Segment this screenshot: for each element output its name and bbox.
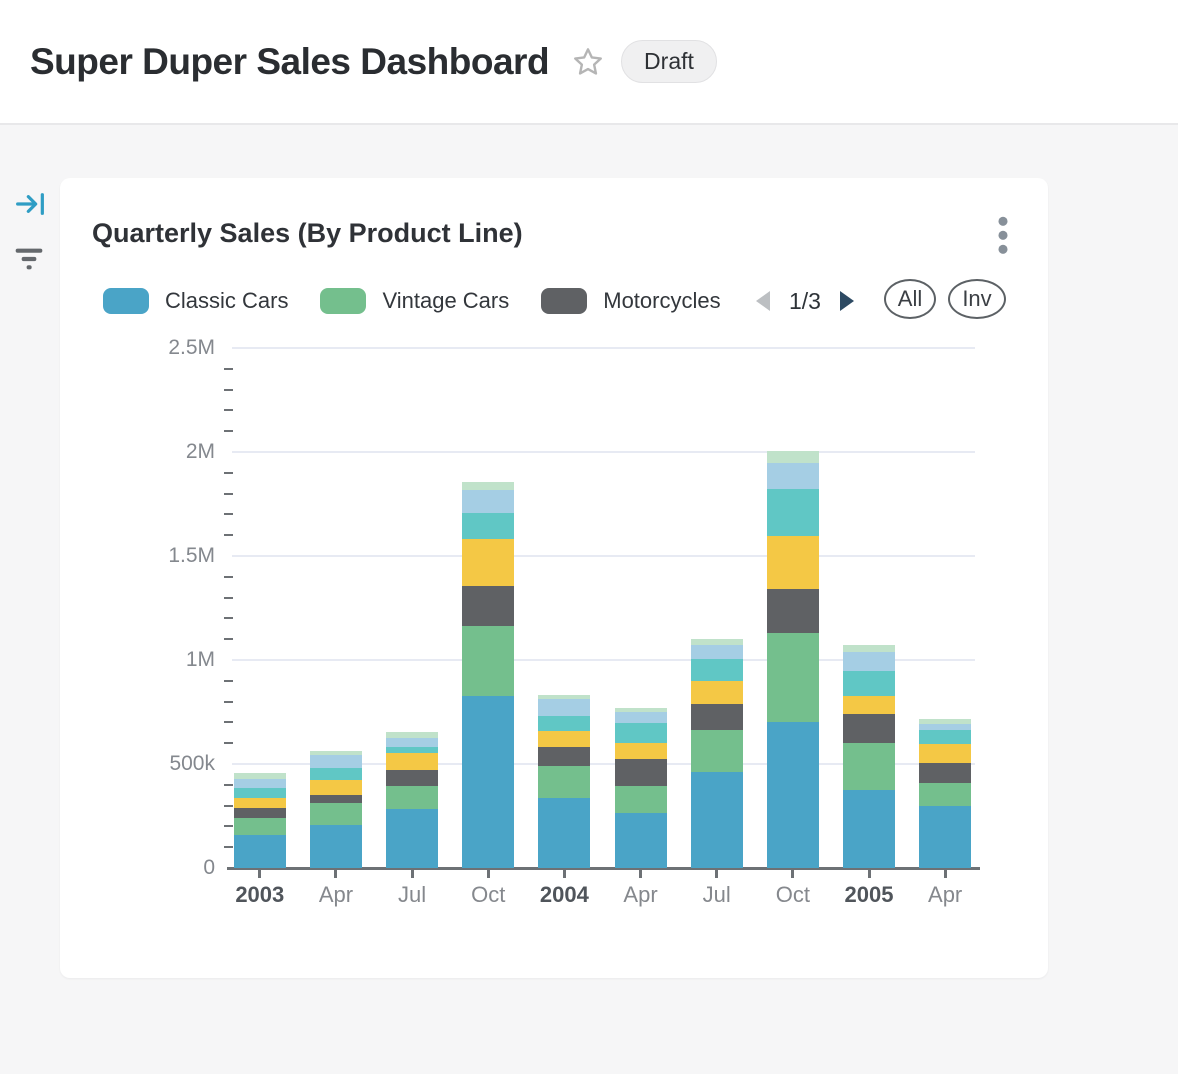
legend-item-label: Classic Cars	[165, 288, 289, 313]
card-menu-button[interactable]	[990, 216, 1016, 261]
bar-segment[interactable]	[233, 834, 286, 868]
bar-segment[interactable]	[309, 780, 362, 795]
bar-segment[interactable]	[233, 788, 286, 799]
legend-item-label: Motorcycles	[603, 288, 721, 313]
bar-segment[interactable]	[614, 759, 667, 787]
bar-segment[interactable]	[538, 766, 591, 799]
bar-segment[interactable]	[309, 750, 362, 756]
bar-segment[interactable]	[690, 771, 743, 868]
bar-segment[interactable]	[843, 790, 895, 868]
legend-item[interactable]: Classic Cars	[103, 288, 288, 314]
bar-segment[interactable]	[919, 744, 972, 763]
bar-segment[interactable]	[614, 712, 667, 723]
bar-segment[interactable]	[309, 824, 362, 868]
bar-segment[interactable]	[919, 806, 972, 868]
bar-segment[interactable]	[386, 732, 439, 738]
bar-segment[interactable]	[462, 512, 515, 540]
bar-segment[interactable]	[766, 721, 819, 868]
bar-segment[interactable]	[386, 809, 439, 868]
arrow-to-bar-icon	[14, 193, 48, 224]
bar-segment[interactable]	[614, 812, 667, 868]
bar-segment[interactable]	[538, 715, 591, 731]
bar-segment[interactable]	[462, 481, 515, 491]
bar-segment[interactable]	[766, 450, 819, 463]
legend-item[interactable]: Motorcycles	[541, 288, 721, 314]
collapse-panel-button[interactable]	[14, 188, 48, 225]
bar-segment[interactable]	[919, 724, 972, 731]
bar-segment[interactable]	[233, 818, 286, 835]
bar-segment[interactable]	[386, 786, 439, 810]
bar-segment[interactable]	[462, 625, 515, 696]
bar-segment[interactable]	[538, 699, 591, 716]
legend-prev-icon[interactable]	[752, 289, 774, 313]
kebab-vertical-icon	[996, 216, 1010, 261]
bar-segment[interactable]	[690, 645, 743, 660]
legend-item[interactable]: Vintage Cars	[320, 288, 509, 314]
bar-segment[interactable]	[233, 778, 286, 789]
legend-page-indicator: 1/3	[789, 287, 821, 314]
bar-segment[interactable]	[843, 645, 895, 652]
bar-segment[interactable]	[614, 742, 667, 760]
bar-segment[interactable]	[309, 768, 362, 780]
legend-select-all-button[interactable]: All	[884, 279, 936, 319]
bar-segment[interactable]	[309, 794, 362, 804]
bar-segment[interactable]	[233, 798, 286, 809]
bar-segment[interactable]	[614, 786, 667, 813]
bar-segment[interactable]	[690, 681, 743, 705]
legend-swatch	[541, 288, 588, 314]
bar-segment[interactable]	[538, 694, 591, 700]
bar-segment[interactable]	[919, 719, 972, 725]
chart-legend: Classic Cars Vintage Cars Motorcycles	[103, 282, 721, 320]
chart-title: Quarterly Sales (By Product Line)	[92, 218, 523, 248]
page-title: Super Duper Sales Dashboard	[30, 40, 550, 82]
bar-segment[interactable]	[766, 462, 819, 490]
bar-segment[interactable]	[843, 714, 895, 743]
legend-invert-button[interactable]: Inv	[948, 279, 1006, 319]
bar-segment[interactable]	[462, 585, 515, 626]
bar-segment[interactable]	[614, 708, 667, 713]
bar-segment[interactable]	[462, 539, 515, 586]
bar-segment[interactable]	[766, 536, 819, 590]
bar-segment[interactable]	[690, 638, 743, 646]
bar-segment[interactable]	[919, 762, 972, 784]
bar-segment[interactable]	[386, 737, 439, 747]
page-header: Super Duper Sales Dashboard Draft	[0, 0, 1178, 125]
status-badge: Draft	[621, 40, 717, 83]
favorite-star-icon[interactable]	[571, 45, 605, 79]
bar-segment[interactable]	[690, 659, 743, 681]
bar-segment[interactable]	[309, 803, 362, 825]
bar-segment[interactable]	[538, 730, 591, 747]
bar-segment[interactable]	[309, 755, 362, 769]
filter-button[interactable]	[12, 242, 46, 279]
bar-segment[interactable]	[843, 670, 895, 696]
legend-item-label: Vintage Cars	[382, 288, 510, 313]
bar-segment[interactable]	[386, 752, 439, 771]
bar-segment[interactable]	[233, 772, 286, 779]
bar-segment[interactable]	[462, 490, 515, 513]
bar-segment[interactable]	[843, 695, 895, 715]
bar-segment[interactable]	[919, 730, 972, 745]
bar-segment[interactable]	[766, 589, 819, 633]
filter-icon	[12, 248, 46, 278]
legend-swatch	[320, 288, 367, 314]
bar-segment[interactable]	[386, 770, 439, 787]
bar-segment[interactable]	[614, 722, 667, 743]
bar-segment[interactable]	[538, 798, 591, 868]
bar-segment[interactable]	[766, 489, 819, 537]
bar-segment[interactable]	[843, 742, 895, 790]
bar-segment[interactable]	[843, 651, 895, 671]
bar-segment[interactable]	[538, 746, 591, 767]
legend-swatch	[103, 288, 149, 314]
bar-segment[interactable]	[690, 704, 743, 731]
legend-pagination: 1/3	[752, 282, 858, 320]
bar-segment[interactable]	[462, 695, 515, 868]
bar-segment[interactable]	[233, 808, 286, 819]
bar-segment[interactable]	[386, 746, 439, 753]
bar-segment[interactable]	[766, 632, 819, 722]
bar-segment[interactable]	[690, 730, 743, 772]
bar-segment[interactable]	[919, 783, 972, 807]
legend-next-icon[interactable]	[836, 289, 858, 313]
